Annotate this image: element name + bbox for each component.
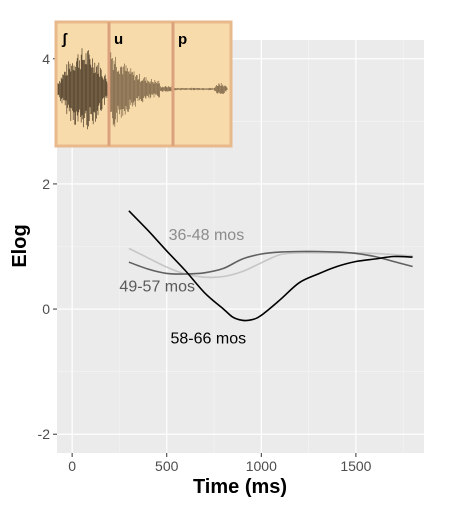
x-tick-label: 500 bbox=[155, 458, 179, 474]
phone-label-sh: ʃ bbox=[61, 31, 68, 48]
phone-label-p: p bbox=[178, 31, 187, 48]
x-tick-label: 1500 bbox=[340, 458, 371, 474]
y-tick-label: 0 bbox=[42, 301, 50, 317]
y-axis-title: Elog bbox=[9, 224, 31, 267]
series-labels: 36-48 mos 49-57 mos 58-66 mos bbox=[119, 227, 246, 347]
y-tick-label: -2 bbox=[38, 426, 51, 442]
y-tick-label: 2 bbox=[42, 176, 50, 192]
series-line-58-66-mos bbox=[128, 210, 413, 322]
y-tick-label: 4 bbox=[42, 51, 50, 67]
x-axis-title: Time (ms) bbox=[193, 476, 287, 498]
series-line-49-57-mos bbox=[128, 250, 413, 275]
x-tick-label: 1000 bbox=[246, 458, 277, 474]
series-label-49-57-mos: 49-57 mos bbox=[119, 279, 195, 296]
series-label-58-66-mos: 58-66 mos bbox=[171, 330, 247, 347]
series-label-36-48-mos: 36-48 mos bbox=[169, 227, 245, 244]
series-line-36-48-mos bbox=[128, 247, 413, 279]
waveform-inset: ʃ u p bbox=[54, 20, 233, 148]
phone-label-u: u bbox=[114, 31, 123, 48]
series-group bbox=[128, 210, 413, 322]
x-axis: 0 500 1000 1500 bbox=[68, 453, 372, 474]
x-tick-label: 0 bbox=[68, 458, 76, 474]
y-axis: -2 0 2 4 bbox=[38, 51, 57, 442]
